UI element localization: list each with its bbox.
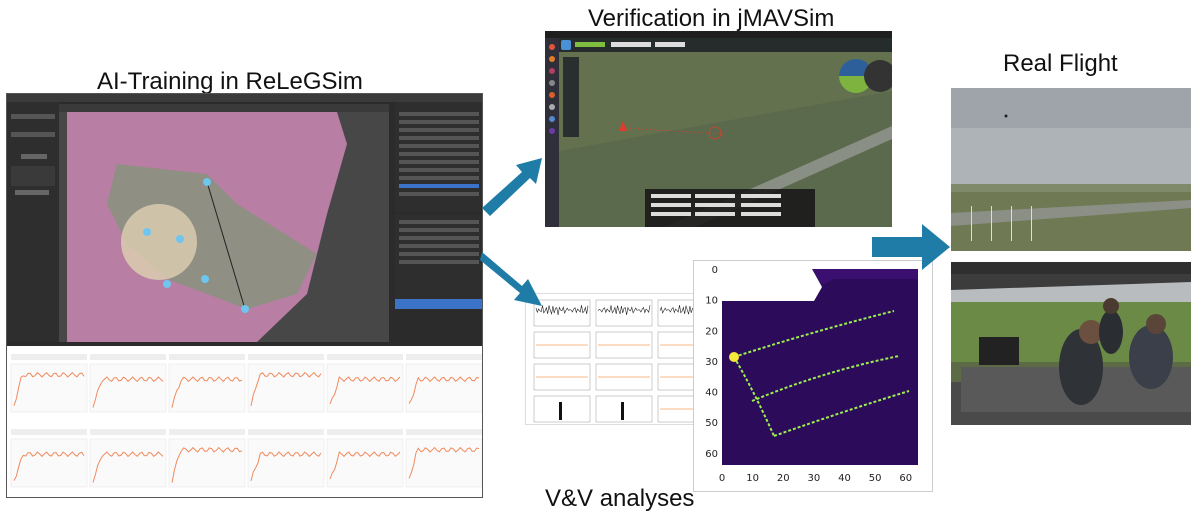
train-plot-title bbox=[169, 354, 245, 360]
train-plot-frame bbox=[10, 363, 88, 413]
heatmap-y-tick: 20 bbox=[705, 326, 718, 337]
train-plot-frame bbox=[405, 438, 482, 488]
heatmap-y-tick: 30 bbox=[705, 357, 718, 368]
heat-line-3 bbox=[751, 355, 900, 402]
ts-plot-line bbox=[535, 305, 589, 316]
train-plot-frame bbox=[405, 363, 482, 413]
train-plot-frame bbox=[168, 363, 246, 413]
train-plot-line bbox=[92, 376, 164, 408]
train-plot-line bbox=[408, 446, 480, 479]
train-plot-title bbox=[406, 429, 482, 435]
train-plot-title bbox=[11, 354, 87, 360]
train-plot-frame bbox=[10, 438, 88, 488]
arrow-to-real-flight bbox=[872, 224, 950, 270]
train-plot-line bbox=[92, 451, 164, 483]
train-plot-line bbox=[171, 376, 243, 408]
caption-training: AI-Training in ReLeGSim bbox=[97, 68, 363, 95]
caption-real-flight: Real Flight bbox=[1003, 50, 1118, 77]
train-plot-line bbox=[408, 376, 480, 404]
train-plot-frame bbox=[89, 438, 167, 488]
ts-plot-frame bbox=[595, 299, 653, 327]
heat-line-4 bbox=[773, 390, 910, 437]
heatmap-y-tick: 50 bbox=[705, 418, 718, 429]
train-plot-title bbox=[90, 354, 166, 360]
caption-verification: Verification in jMAVSim bbox=[588, 5, 835, 32]
train-plot-frame bbox=[247, 363, 325, 413]
train-plot-title bbox=[248, 429, 324, 435]
train-plot-title bbox=[248, 354, 324, 360]
ts-plot-bar bbox=[559, 402, 562, 420]
train-plot-line bbox=[13, 451, 85, 481]
ts-plot-frame bbox=[533, 299, 591, 327]
real-flight-photo-bottom bbox=[951, 262, 1191, 425]
heatmap-x-tick: 40 bbox=[838, 473, 851, 484]
train-plot-frame bbox=[326, 438, 404, 488]
caption-vv: V&V analyses bbox=[545, 485, 695, 512]
train-plot-line bbox=[250, 371, 322, 406]
arrow-to-vv bbox=[480, 252, 542, 306]
heat-line-1 bbox=[733, 310, 895, 358]
ts-plot-bar bbox=[621, 402, 624, 420]
arrow-to-verification bbox=[482, 158, 542, 216]
heat-line-2 bbox=[733, 356, 775, 437]
train-plot-title bbox=[327, 429, 403, 435]
train-plot-frame bbox=[168, 438, 246, 488]
heat-hotspot bbox=[729, 352, 739, 362]
train-plot-frame bbox=[89, 363, 167, 413]
train-plot-line bbox=[329, 451, 401, 480]
jmavsim-canvas bbox=[545, 31, 892, 227]
heatmap-x-tick: 20 bbox=[777, 473, 790, 484]
train-plot-title bbox=[90, 429, 166, 435]
train-plot-line bbox=[171, 446, 243, 483]
heatmap-y-tick: 0 bbox=[712, 265, 718, 276]
train-plot-frame bbox=[247, 438, 325, 488]
vv-heatmap: 0 10 20 30 40 50 60 0 10 20 30 40 50 60 bbox=[693, 260, 933, 492]
jmavsim-screenshot bbox=[545, 31, 892, 227]
heatmap-x-tick: 50 bbox=[869, 473, 882, 484]
train-plot-line bbox=[13, 371, 85, 406]
train-plot-line bbox=[329, 376, 401, 405]
heatmap-y-tick: 60 bbox=[705, 449, 718, 460]
heatmap-x-tick: 30 bbox=[808, 473, 821, 484]
train-plot-line bbox=[250, 451, 322, 482]
heatmap-y-tick: 10 bbox=[705, 296, 718, 307]
train-plot-title bbox=[11, 429, 87, 435]
vv-timeseries-plots bbox=[525, 293, 720, 425]
heatmap-x-tick: 0 bbox=[719, 473, 725, 484]
heatmap-y-tick: 40 bbox=[705, 388, 718, 399]
train-plot-title bbox=[327, 354, 403, 360]
train-plot-frame bbox=[326, 363, 404, 413]
real-flight-photo-top bbox=[951, 88, 1191, 251]
train-plot-title bbox=[406, 354, 482, 360]
relegsim-screenshot bbox=[6, 93, 483, 498]
heatmap-x-tick: 60 bbox=[899, 473, 912, 484]
ts-plot-line bbox=[597, 305, 651, 315]
heatmap-x-tick: 10 bbox=[746, 473, 759, 484]
train-plot-title bbox=[169, 429, 245, 435]
relegsim-canvas bbox=[7, 94, 482, 497]
